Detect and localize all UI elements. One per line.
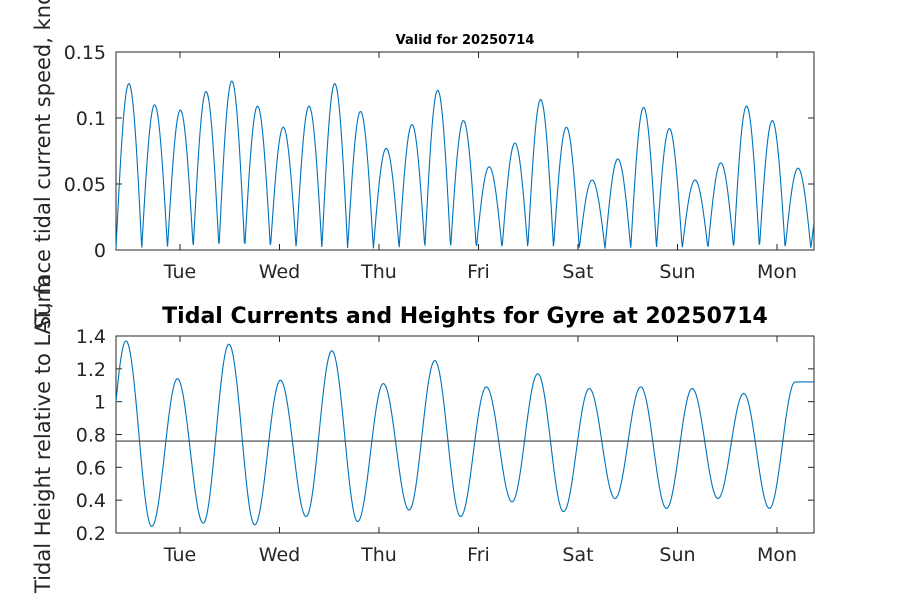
- tidal-height-y-tick-label: 1.4: [76, 326, 106, 348]
- current-speed-x-tick-label: Mon: [757, 261, 797, 283]
- tidal-height-y-tick-label: 1.2: [76, 359, 106, 381]
- current-speed-x-tick-label: Thu: [360, 261, 397, 283]
- tidal-height-axes-box: [115, 335, 815, 534]
- current-speed-y-tick-label: 0.05: [64, 174, 106, 196]
- current-speed-x-tick-label: Tue: [163, 261, 196, 283]
- tidal-height-y-tick-label: 0.4: [76, 490, 106, 512]
- tidal-height-x-tick-label: Fri: [467, 544, 490, 566]
- current-speed-x-tick-label: Sun: [659, 261, 695, 283]
- tidal-height-y-tick-label: 0.6: [76, 457, 106, 479]
- tidal-height-y-tick-label: 0.8: [76, 425, 106, 447]
- current-speed-x-tick-label: Fri: [467, 261, 490, 283]
- tidal-height-x-tick-label: Mon: [757, 544, 797, 566]
- current-speed-y-axis-label: Surface tidal current speed, knots: [31, 0, 55, 329]
- tidal-height-x-tick-label: Tue: [163, 544, 196, 566]
- current-speed-series: [115, 80, 815, 249]
- tidal-height-y-ticks: 0.2 0.4 0.6 0.8 1 1.2 1.4: [76, 326, 814, 545]
- current-speed-x-tick-label: Wed: [259, 261, 300, 283]
- tidal-height-x-tick-label: Thu: [360, 544, 397, 566]
- tidal-height-x-tick-label: Sun: [659, 544, 695, 566]
- tidal-height-y-tick-label: 1: [94, 392, 106, 414]
- current-speed-panel: Valid for 20250714 Tue Wed Thu Fri Sat Sun Mon…: [31, 0, 815, 329]
- current-speed-y-tick-label: 0.1: [76, 108, 106, 130]
- current-speed-x-tick-label: Sat: [562, 261, 593, 283]
- current-speed-axes-box: [115, 51, 815, 251]
- tidal-height-series: [115, 340, 814, 527]
- tidal-height-title: Tidal Currents and Heights for Gyre at 2…: [162, 304, 768, 329]
- current-speed-y-tick-label: 0: [94, 240, 106, 262]
- tidal-height-y-tick-label: 0.2: [76, 523, 106, 545]
- current-speed-y-tick-label: 0.15: [64, 42, 106, 64]
- tidal-height-x-tick-label: Wed: [259, 544, 300, 566]
- current-speed-y-ticks: 0 0.05 0.1 0.15: [64, 42, 814, 262]
- tidal-height-panel: Tidal Currents and Heights for Gyre at 2…: [31, 275, 815, 594]
- tidal-height-x-tick-label: Sat: [562, 544, 593, 566]
- tidal-height-y-axis-label: Tidal Height relative to LAT, m: [31, 275, 55, 594]
- current-speed-x-ticks: Tue Wed Thu Fri Sat Sun Mon: [163, 52, 797, 283]
- tidal-height-x-ticks: Tue Wed Thu Fri Sat Sun Mon: [163, 336, 797, 566]
- current-speed-title: Valid for 20250714: [396, 33, 535, 48]
